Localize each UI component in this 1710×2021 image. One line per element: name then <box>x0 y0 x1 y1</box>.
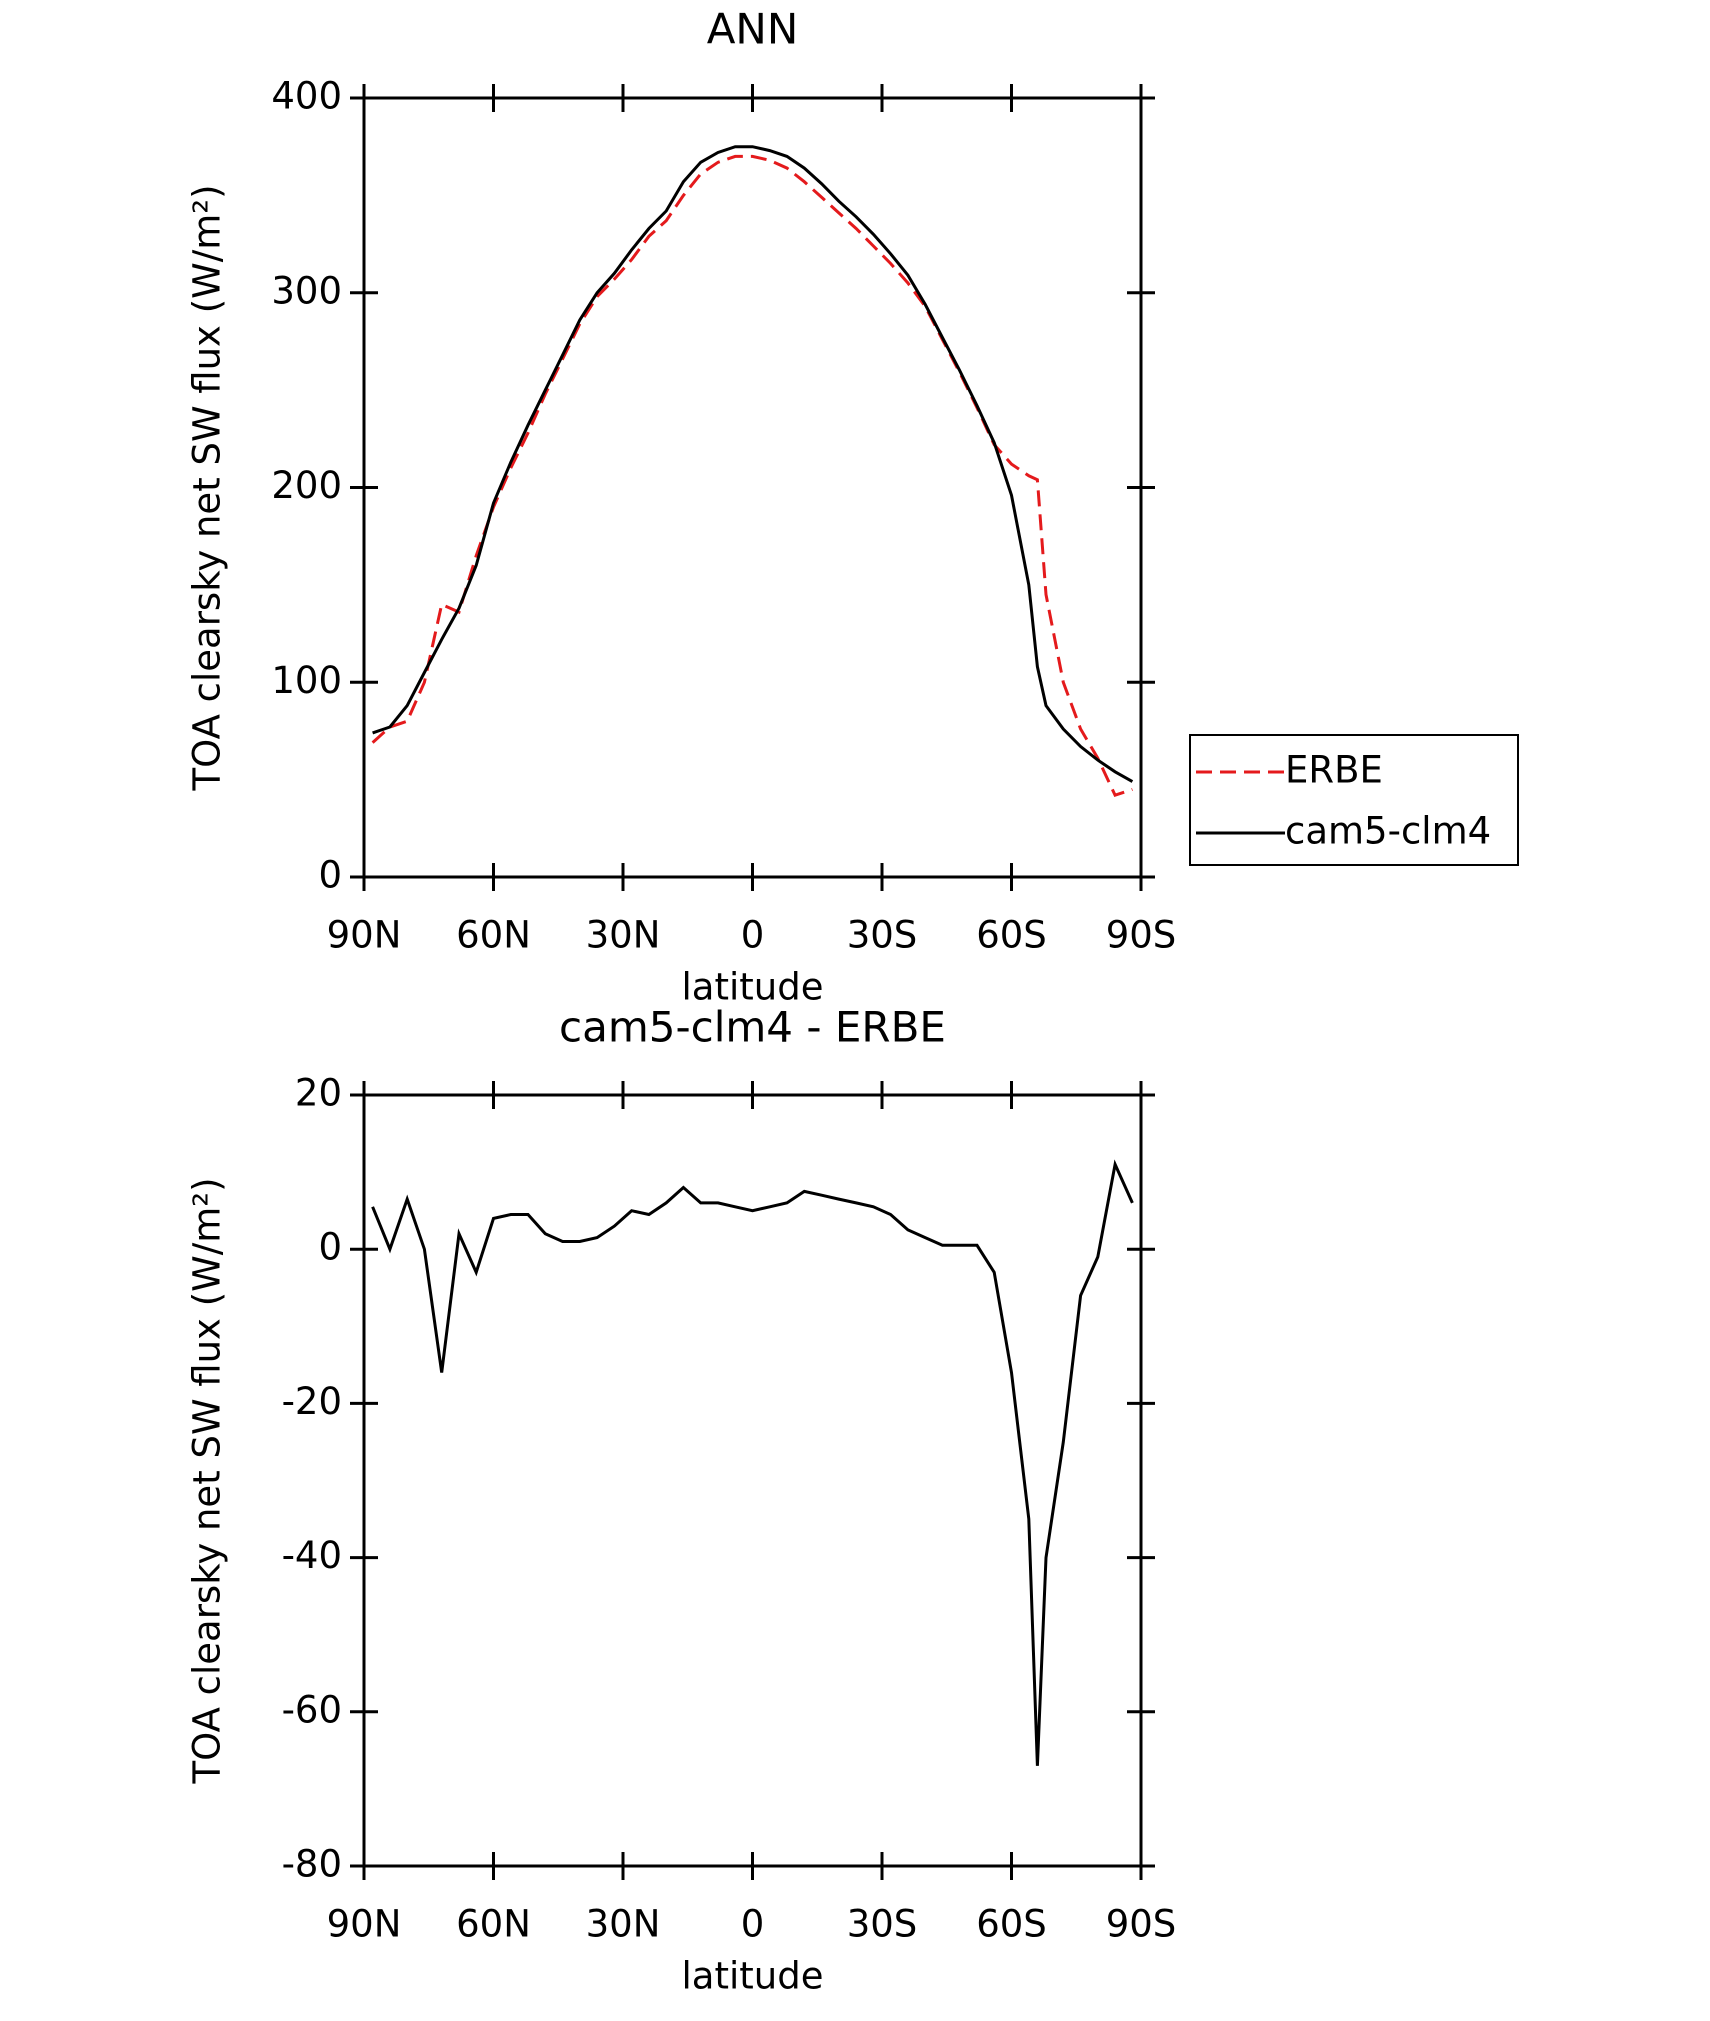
x-tick-label: 90N <box>327 1903 402 1946</box>
x-tick-label: 60S <box>976 914 1047 957</box>
y-tick-label: 20 <box>295 1072 342 1115</box>
legend-box <box>1189 734 1519 866</box>
x-tick-label: 90S <box>1106 1903 1177 1946</box>
x-tick-label: 90N <box>327 914 402 957</box>
series-line <box>372 145 1134 783</box>
x-tick-label: 30S <box>847 1903 918 1946</box>
y-tick-label: 0 <box>318 1226 342 1269</box>
series-line <box>371 154 1133 798</box>
y-tick-label: 0 <box>318 854 342 897</box>
legend-label: ERBE <box>1285 749 1383 792</box>
x-tick-label: 60N <box>456 1903 531 1946</box>
y-tick-label: -20 <box>282 1380 342 1423</box>
x-tick-label: 30N <box>586 1903 661 1946</box>
y-tick-label: -40 <box>282 1534 342 1577</box>
x-tick-label: 0 <box>741 914 765 957</box>
x-tick-label: 30N <box>586 914 661 957</box>
chart-title: ANN <box>707 5 799 54</box>
x-axis-label: latitude <box>682 966 824 1009</box>
plot-frame <box>362 96 1143 879</box>
y-tick-label: 100 <box>271 659 342 702</box>
series-line <box>371 1159 1134 1766</box>
x-tick-label: 60N <box>456 914 531 957</box>
y-axis-label: TOA clearsky net SW flux (W/m²) <box>186 1178 229 1785</box>
x-tick-label: 30S <box>847 914 918 957</box>
x-tick-label: 60S <box>976 1903 1047 1946</box>
y-tick-label: -80 <box>282 1843 342 1886</box>
x-axis-label: latitude <box>682 1955 824 1998</box>
x-tick-label: 0 <box>741 1903 765 1946</box>
y-axis-label: TOA clearsky net SW flux (W/m²) <box>186 185 229 792</box>
x-tick-label: 90S <box>1106 914 1177 957</box>
y-tick-label: 300 <box>271 269 342 312</box>
y-tick-label: 400 <box>271 75 342 118</box>
chart-title: cam5-clm4 - ERBE <box>559 1003 946 1052</box>
y-tick-label: 200 <box>271 464 342 507</box>
legend-label: cam5-clm4 <box>1285 810 1491 853</box>
y-tick-label: -60 <box>282 1688 342 1731</box>
